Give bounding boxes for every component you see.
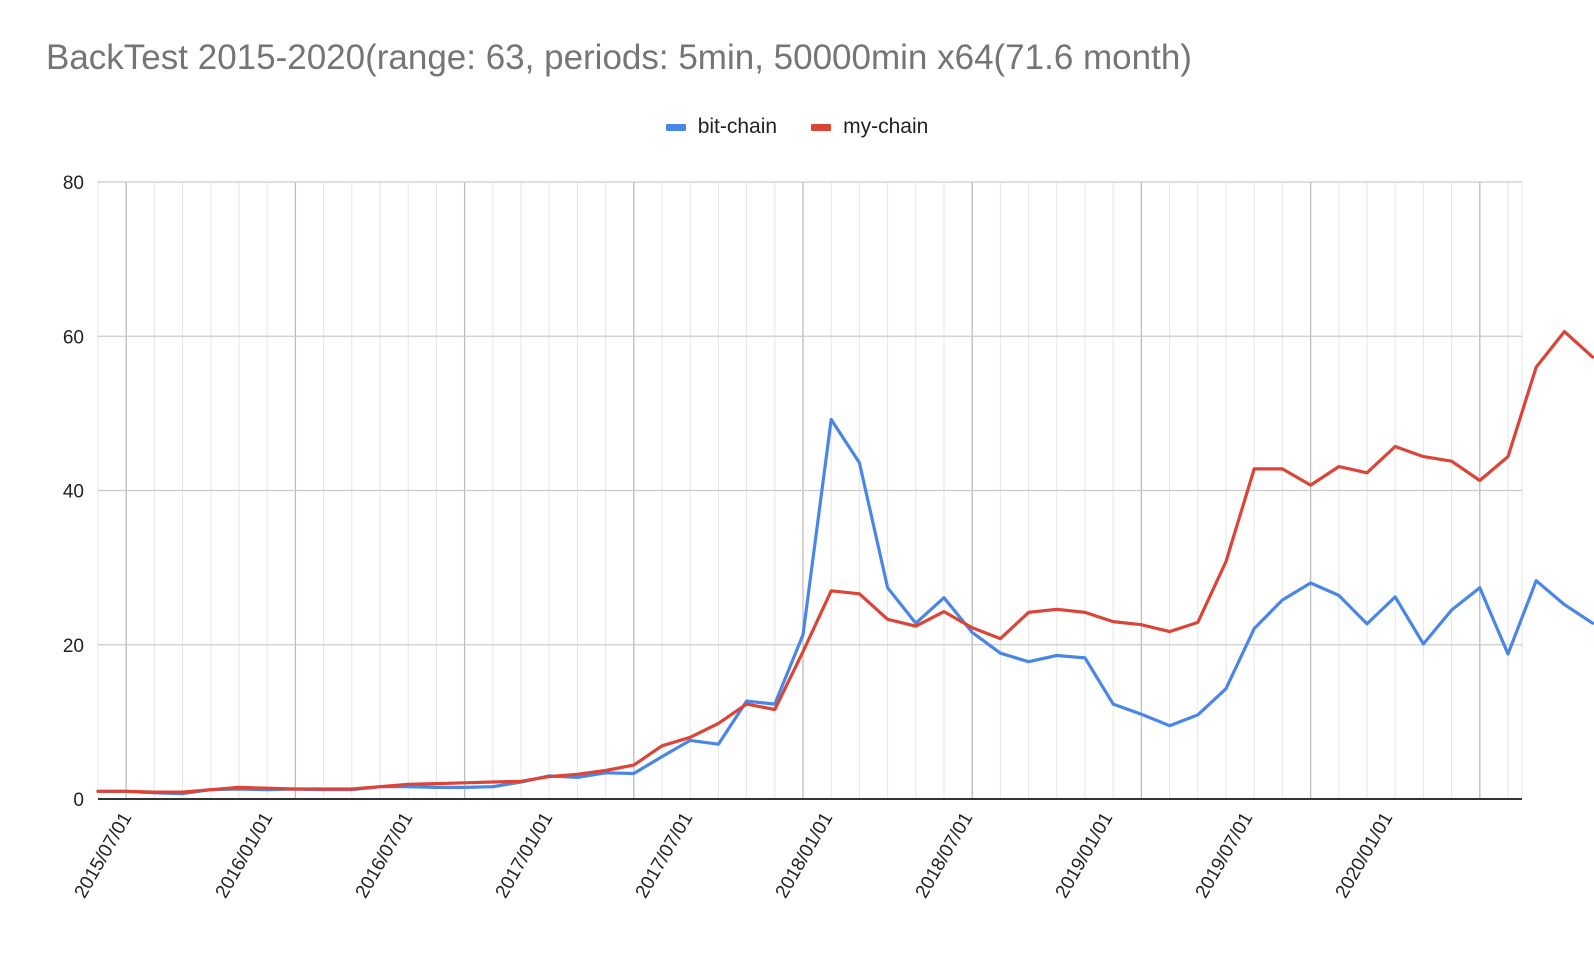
y-tick-label: 60 — [63, 327, 84, 348]
y-tick-label: 80 — [63, 173, 84, 194]
chart-title: BackTest 2015-2020(range: 63, periods: 5… — [46, 38, 1192, 77]
x-tick-label: 2015/07/01 — [71, 809, 137, 902]
x-tick-label: 2016/07/01 — [352, 809, 418, 902]
x-tick-label: 2018/01/01 — [772, 809, 838, 902]
legend-swatch-my-chain — [811, 123, 832, 131]
y-tick-label: 40 — [63, 482, 84, 503]
x-tick-label: 2018/07/01 — [912, 809, 978, 902]
legend: bit-chain my-chain — [0, 112, 1594, 142]
y-tick-label: 20 — [63, 636, 84, 657]
x-tick-label: 2019/07/01 — [1192, 809, 1258, 902]
y-tick-label: 0 — [73, 790, 84, 811]
series-line-bit-chain — [96, 417, 1594, 796]
legend-swatch-bit-chain — [665, 123, 686, 131]
legend-item-bit-chain[interactable]: bit-chain — [665, 115, 778, 139]
x-tick-label: 2017/01/01 — [492, 809, 558, 902]
x-tick-label: 2017/07/01 — [632, 809, 698, 902]
x-tick-label: 2016/01/01 — [212, 809, 278, 902]
legend-item-my-chain[interactable]: my-chain — [811, 115, 928, 139]
legend-label-bit-chain: bit-chain — [697, 115, 778, 138]
x-tick-label: 2019/01/01 — [1052, 809, 1118, 902]
legend-label-my-chain: my-chain — [843, 115, 929, 138]
series-line-my-chain — [96, 330, 1594, 794]
x-tick-label: 2020/01/01 — [1332, 809, 1398, 902]
